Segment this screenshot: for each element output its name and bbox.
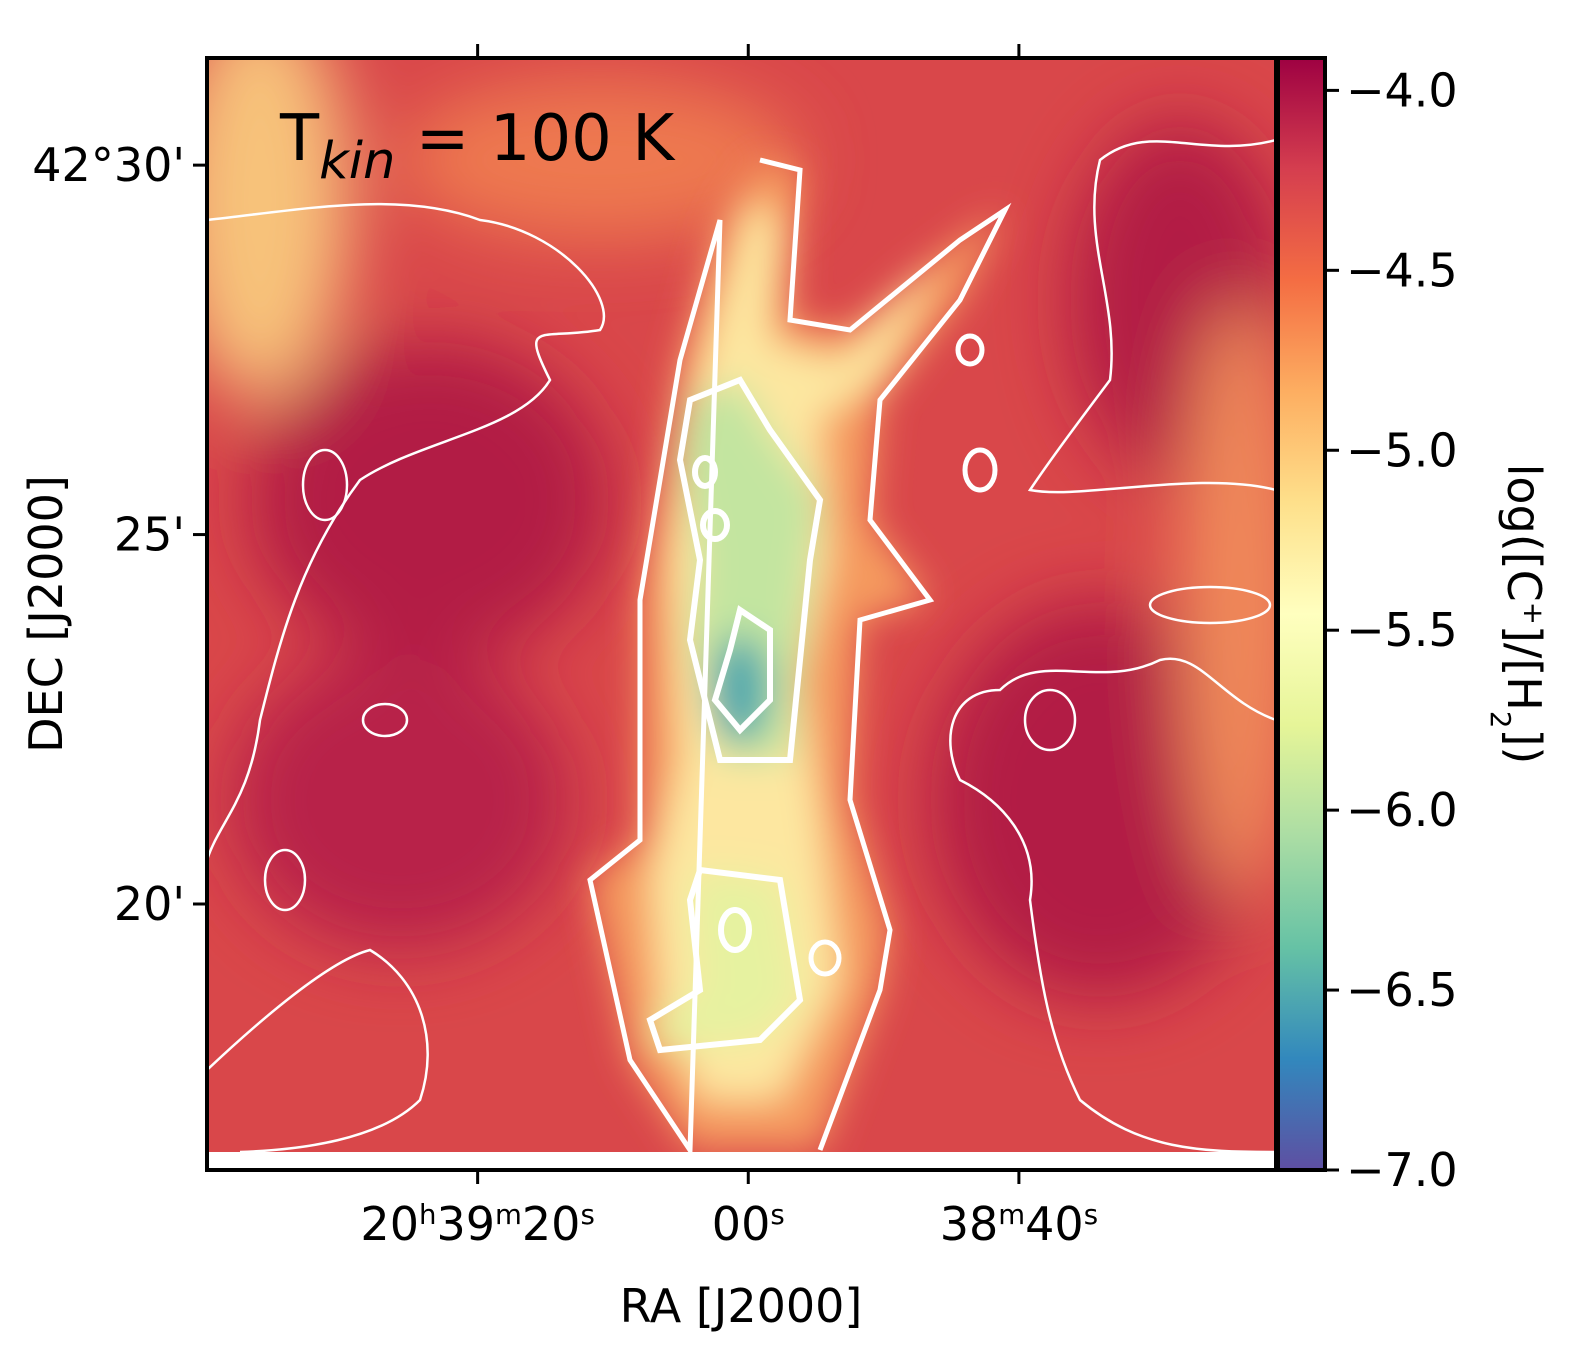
text-segment: = 100 K [395,102,676,176]
text-segment: 39 [436,1197,495,1251]
text-segment: m [998,1198,1025,1231]
colorbar-tick-label: −4.0 [1346,63,1458,117]
text-segment: ]) [1497,728,1551,764]
text-segment: 20 [360,1197,419,1251]
text-segment: 38 [940,1197,999,1251]
text-segment: h [419,1198,437,1231]
text-segment: s [580,1198,594,1231]
text-segment: T [279,102,320,176]
text-segment: kin [319,131,395,191]
x-axis-label: RA [J2000] [620,1279,863,1333]
colorbar-label: log([C+]/[H2]) [1485,464,1552,765]
text-segment: log([C [1497,464,1551,602]
text-segment: ]/[H [1497,625,1551,711]
colorbar-tick-label: −5.5 [1346,603,1458,657]
title: Tkin = 100 K [279,102,676,191]
colorbar-tick-label: −6.0 [1346,783,1458,837]
colorbar-tick-label: −5.0 [1346,423,1458,477]
y-axis-label: DEC [J2000] [19,475,73,753]
text-segment: s [770,1198,784,1231]
text-segment: 40 [1025,1197,1084,1251]
map-image [207,58,1276,1152]
y-tick-label: 42°30' [32,138,185,192]
x-tick-label: 20h39m20s [360,1197,594,1251]
x-tick-label: 38m40s [940,1197,1098,1251]
text-segment: + [1518,602,1551,625]
text-segment: s [1084,1198,1098,1231]
colorbar-tick-label: −4.5 [1346,243,1458,297]
colorbar-tick-label: −6.5 [1346,963,1458,1017]
colorbar [1276,56,1327,1172]
text-segment: m [495,1198,522,1231]
y-tick-label: 20' [114,877,185,931]
colorbar-tick-label: −7.0 [1346,1143,1458,1197]
text-segment: 00 [712,1197,771,1251]
y-tick-label: 25' [114,508,185,562]
x-tick-label: 00s [712,1197,785,1251]
text-segment: 20 [522,1197,581,1251]
text-segment: 2 [1485,711,1518,729]
